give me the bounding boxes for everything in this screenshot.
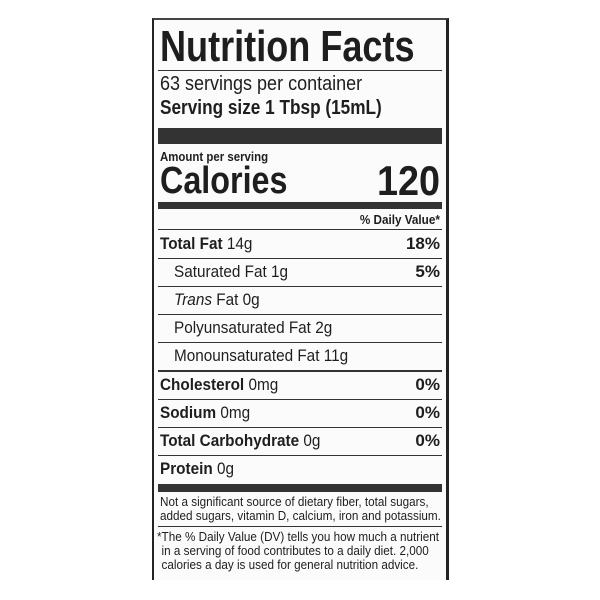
amount-per-serving: Amount per serving bbox=[160, 149, 440, 164]
nutrient-amount: 14g bbox=[226, 234, 253, 253]
nutrient-dv: 0% bbox=[415, 403, 440, 422]
divider bbox=[158, 399, 442, 400]
daily-value-header: % Daily Value* bbox=[359, 212, 440, 227]
nutrient-amount: 0mg bbox=[220, 403, 251, 422]
nutrient-row-trans-fat: Trans Fat 0g bbox=[160, 289, 440, 311]
nutrient-amount: 2g bbox=[315, 318, 333, 337]
label-title: Nutrition Facts bbox=[160, 24, 440, 70]
divider bbox=[158, 70, 442, 71]
nutrient-row-sodium: Sodium 0mg 0% bbox=[160, 402, 440, 424]
divider bbox=[158, 427, 442, 428]
footnote-daily-value: *The % Daily Value (DV) tells you how mu… bbox=[157, 530, 442, 572]
calories-label: Calories bbox=[160, 161, 440, 201]
divider bbox=[158, 286, 442, 287]
divider bbox=[158, 342, 442, 343]
nutrient-dv: 0% bbox=[415, 431, 440, 450]
footnote-line: *The % Daily Value (DV) tells you how mu… bbox=[157, 529, 440, 544]
nutrient-name: Cholesterol bbox=[160, 375, 245, 394]
serving-size-label: Serving size bbox=[160, 97, 261, 119]
amount-text: Amount per serving bbox=[160, 149, 269, 164]
divider bbox=[158, 229, 442, 230]
nutrition-facts-label: Nutrition Facts 63 servings per containe… bbox=[152, 18, 449, 580]
nutrient-name: Total Carbohydrate bbox=[160, 431, 300, 450]
nutrient-name: Sodium bbox=[160, 403, 217, 422]
serving-size-value: 1 Tbsp (15mL) bbox=[265, 97, 382, 119]
footnote-line: added sugars, vitamin D, calcium, iron a… bbox=[160, 508, 441, 523]
footnote-not-significant: Not a significant source of dietary fibe… bbox=[160, 495, 442, 523]
nutrient-name: Protein bbox=[160, 459, 213, 478]
footnote-line: calories a day is used for general nutri… bbox=[161, 557, 419, 572]
divider bbox=[158, 455, 442, 456]
thick-divider bbox=[158, 128, 442, 144]
nutrient-row-saturated-fat: Saturated Fat 1g 5% bbox=[160, 261, 440, 283]
divider bbox=[158, 526, 442, 527]
serving-size: Serving size 1 Tbsp (15mL) bbox=[160, 96, 440, 120]
nutrient-row-cholesterol: Cholesterol 0mg 0% bbox=[160, 374, 440, 396]
divider bbox=[158, 370, 442, 372]
nutrient-amount: 0g bbox=[303, 431, 321, 450]
footnote-line: in a serving of food contributes to a da… bbox=[161, 543, 429, 558]
medium-divider bbox=[158, 202, 442, 209]
nutrient-amount: 0g bbox=[242, 290, 260, 309]
nutrient-row-monounsaturated-fat: Monounsaturated Fat 11g bbox=[160, 345, 440, 367]
nutrient-amount: 1g bbox=[270, 262, 289, 281]
servings-text: 63 servings per container bbox=[160, 73, 363, 95]
nutrient-name: Trans bbox=[174, 290, 212, 309]
calories-value: 120 bbox=[376, 157, 440, 204]
nutrient-name: Total Fat bbox=[160, 234, 223, 253]
nutrient-row-total-carbohydrate: Total Carbohydrate 0g 0% bbox=[160, 430, 440, 452]
nutrient-name: Monounsaturated Fat bbox=[174, 346, 320, 365]
divider bbox=[158, 258, 442, 259]
nutrient-name: Polyunsaturated Fat bbox=[174, 318, 311, 337]
nutrient-amount: 0g bbox=[216, 459, 234, 478]
nutrient-dv: 0% bbox=[415, 375, 440, 394]
calories-text: Calories bbox=[160, 160, 288, 202]
nutrient-row-polyunsaturated-fat: Polyunsaturated Fat 2g bbox=[160, 317, 440, 339]
nutrient-dv: 18% bbox=[405, 234, 440, 253]
divider bbox=[158, 314, 442, 315]
nutrient-row-total-fat: Total Fat 14g 18% bbox=[160, 233, 440, 255]
nutrient-amount: 0mg bbox=[248, 375, 279, 394]
thick-divider bbox=[158, 484, 442, 492]
nutrient-dv: 5% bbox=[415, 262, 440, 281]
nutrient-amount: 11g bbox=[323, 346, 349, 365]
nutrient-name-suffix: Fat bbox=[216, 290, 239, 309]
title-text: Nutrition Facts bbox=[160, 22, 415, 71]
servings-per-container: 63 servings per container bbox=[160, 72, 440, 96]
footnote-line: Not a significant source of dietary fibe… bbox=[160, 494, 429, 509]
nutrient-row-protein: Protein 0g bbox=[160, 458, 440, 480]
nutrient-name: Saturated Fat bbox=[174, 262, 267, 281]
